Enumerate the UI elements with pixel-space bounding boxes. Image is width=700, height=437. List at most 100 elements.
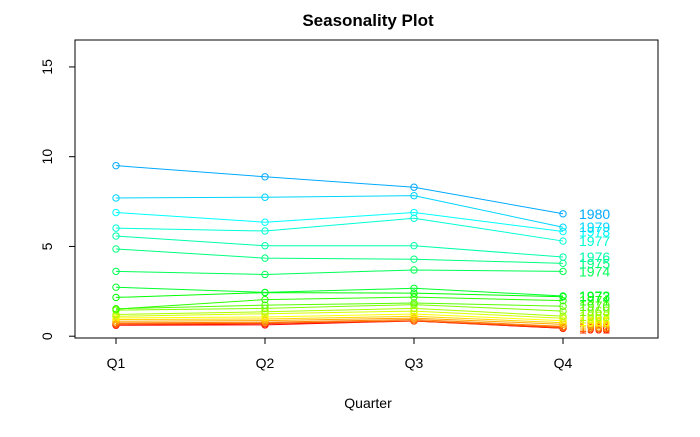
series-label: 1978 xyxy=(579,224,610,240)
data-point xyxy=(410,312,418,320)
series-line xyxy=(115,310,564,319)
series-label: 1960 xyxy=(579,320,610,336)
y-tick-label: 10 xyxy=(39,149,55,165)
data-point xyxy=(559,296,567,305)
series-label: 1979 xyxy=(579,219,610,235)
data-point xyxy=(261,315,269,323)
data-point xyxy=(410,208,418,217)
data-point xyxy=(559,307,567,315)
series-line xyxy=(115,302,564,310)
series-label: 1980 xyxy=(579,206,610,222)
data-point xyxy=(261,254,269,262)
data-point xyxy=(261,227,269,235)
series-1971 xyxy=(112,293,567,313)
x-tick-label: Q1 xyxy=(107,355,126,371)
series-line xyxy=(115,165,564,215)
data-point xyxy=(410,289,418,297)
series-line xyxy=(115,307,564,317)
data-point xyxy=(112,161,120,170)
data-point xyxy=(559,322,567,331)
data-point xyxy=(261,310,269,318)
data-point xyxy=(410,266,418,274)
series-label: 1975 xyxy=(579,255,610,271)
series-line xyxy=(115,313,564,322)
data-point xyxy=(261,242,269,250)
data-point xyxy=(410,304,418,313)
data-point xyxy=(410,284,418,292)
data-point xyxy=(559,223,567,231)
data-point xyxy=(559,312,567,320)
x-tick-label: Q2 xyxy=(256,355,275,371)
data-point xyxy=(410,255,418,263)
data-point xyxy=(261,193,269,201)
series-line xyxy=(115,212,564,233)
series-line xyxy=(115,317,564,325)
data-point xyxy=(559,253,567,261)
data-point xyxy=(410,183,418,191)
x-tick-label: Q4 xyxy=(554,355,573,371)
y-axis: 0 5 10 15 xyxy=(39,59,76,340)
series-line xyxy=(115,195,564,228)
series-label: 1962 xyxy=(579,319,610,335)
series-layer xyxy=(112,161,567,333)
series-label: 1971 xyxy=(579,293,610,309)
series-label: 1969 xyxy=(579,303,610,319)
series-1977 xyxy=(112,214,567,245)
y-tick-label: 15 xyxy=(39,59,55,75)
data-point xyxy=(410,293,418,301)
data-point xyxy=(261,270,269,279)
chart-title: Seasonality Plot xyxy=(302,11,434,30)
data-point xyxy=(112,194,120,202)
series-label: 1965 xyxy=(579,315,610,331)
series-line xyxy=(115,315,564,324)
series-line xyxy=(115,296,564,310)
data-point xyxy=(112,267,120,276)
data-point xyxy=(112,232,120,240)
series-label: 1967 xyxy=(579,310,610,326)
data-point xyxy=(112,208,120,217)
series-line xyxy=(115,235,564,258)
data-point xyxy=(559,227,567,236)
series-label: 1976 xyxy=(579,249,610,265)
data-point xyxy=(261,295,269,304)
data-point xyxy=(559,302,567,310)
series-line xyxy=(115,319,564,327)
series-line xyxy=(115,286,564,297)
series-line xyxy=(115,320,564,328)
data-point xyxy=(112,305,120,313)
data-point xyxy=(559,314,567,322)
series-line xyxy=(115,269,564,275)
data-point xyxy=(112,283,120,291)
series-label: 1974 xyxy=(579,263,610,279)
series-label: 1968 xyxy=(579,308,610,324)
series-label: 1977 xyxy=(579,233,610,249)
data-point xyxy=(410,242,418,250)
series-label: 1970 xyxy=(579,298,610,314)
data-point xyxy=(559,317,567,325)
series-label: 1961 xyxy=(579,320,610,336)
data-point xyxy=(261,301,269,309)
data-point xyxy=(112,224,120,232)
y-tick-label: 0 xyxy=(39,332,55,340)
data-point xyxy=(261,173,269,181)
series-1973 xyxy=(112,283,567,300)
series-1979 xyxy=(112,191,567,231)
series-line xyxy=(115,292,564,298)
x-tick-label: Q3 xyxy=(405,355,424,371)
series-1980 xyxy=(112,161,567,218)
series-labels: 1960196119621963196419651966196719681969… xyxy=(579,206,610,337)
data-point xyxy=(112,245,120,253)
data-point xyxy=(410,191,418,200)
series-label: 1963 xyxy=(579,318,610,334)
series-1965 xyxy=(112,312,567,327)
series-label: 1973 xyxy=(579,288,610,304)
data-point xyxy=(559,267,567,276)
data-point xyxy=(559,237,567,245)
series-line xyxy=(115,248,564,264)
series-line xyxy=(115,217,564,242)
x-axis: Q1 Q2 Q3 Q4 xyxy=(107,338,573,371)
data-point xyxy=(261,218,269,226)
series-1975 xyxy=(112,245,567,268)
